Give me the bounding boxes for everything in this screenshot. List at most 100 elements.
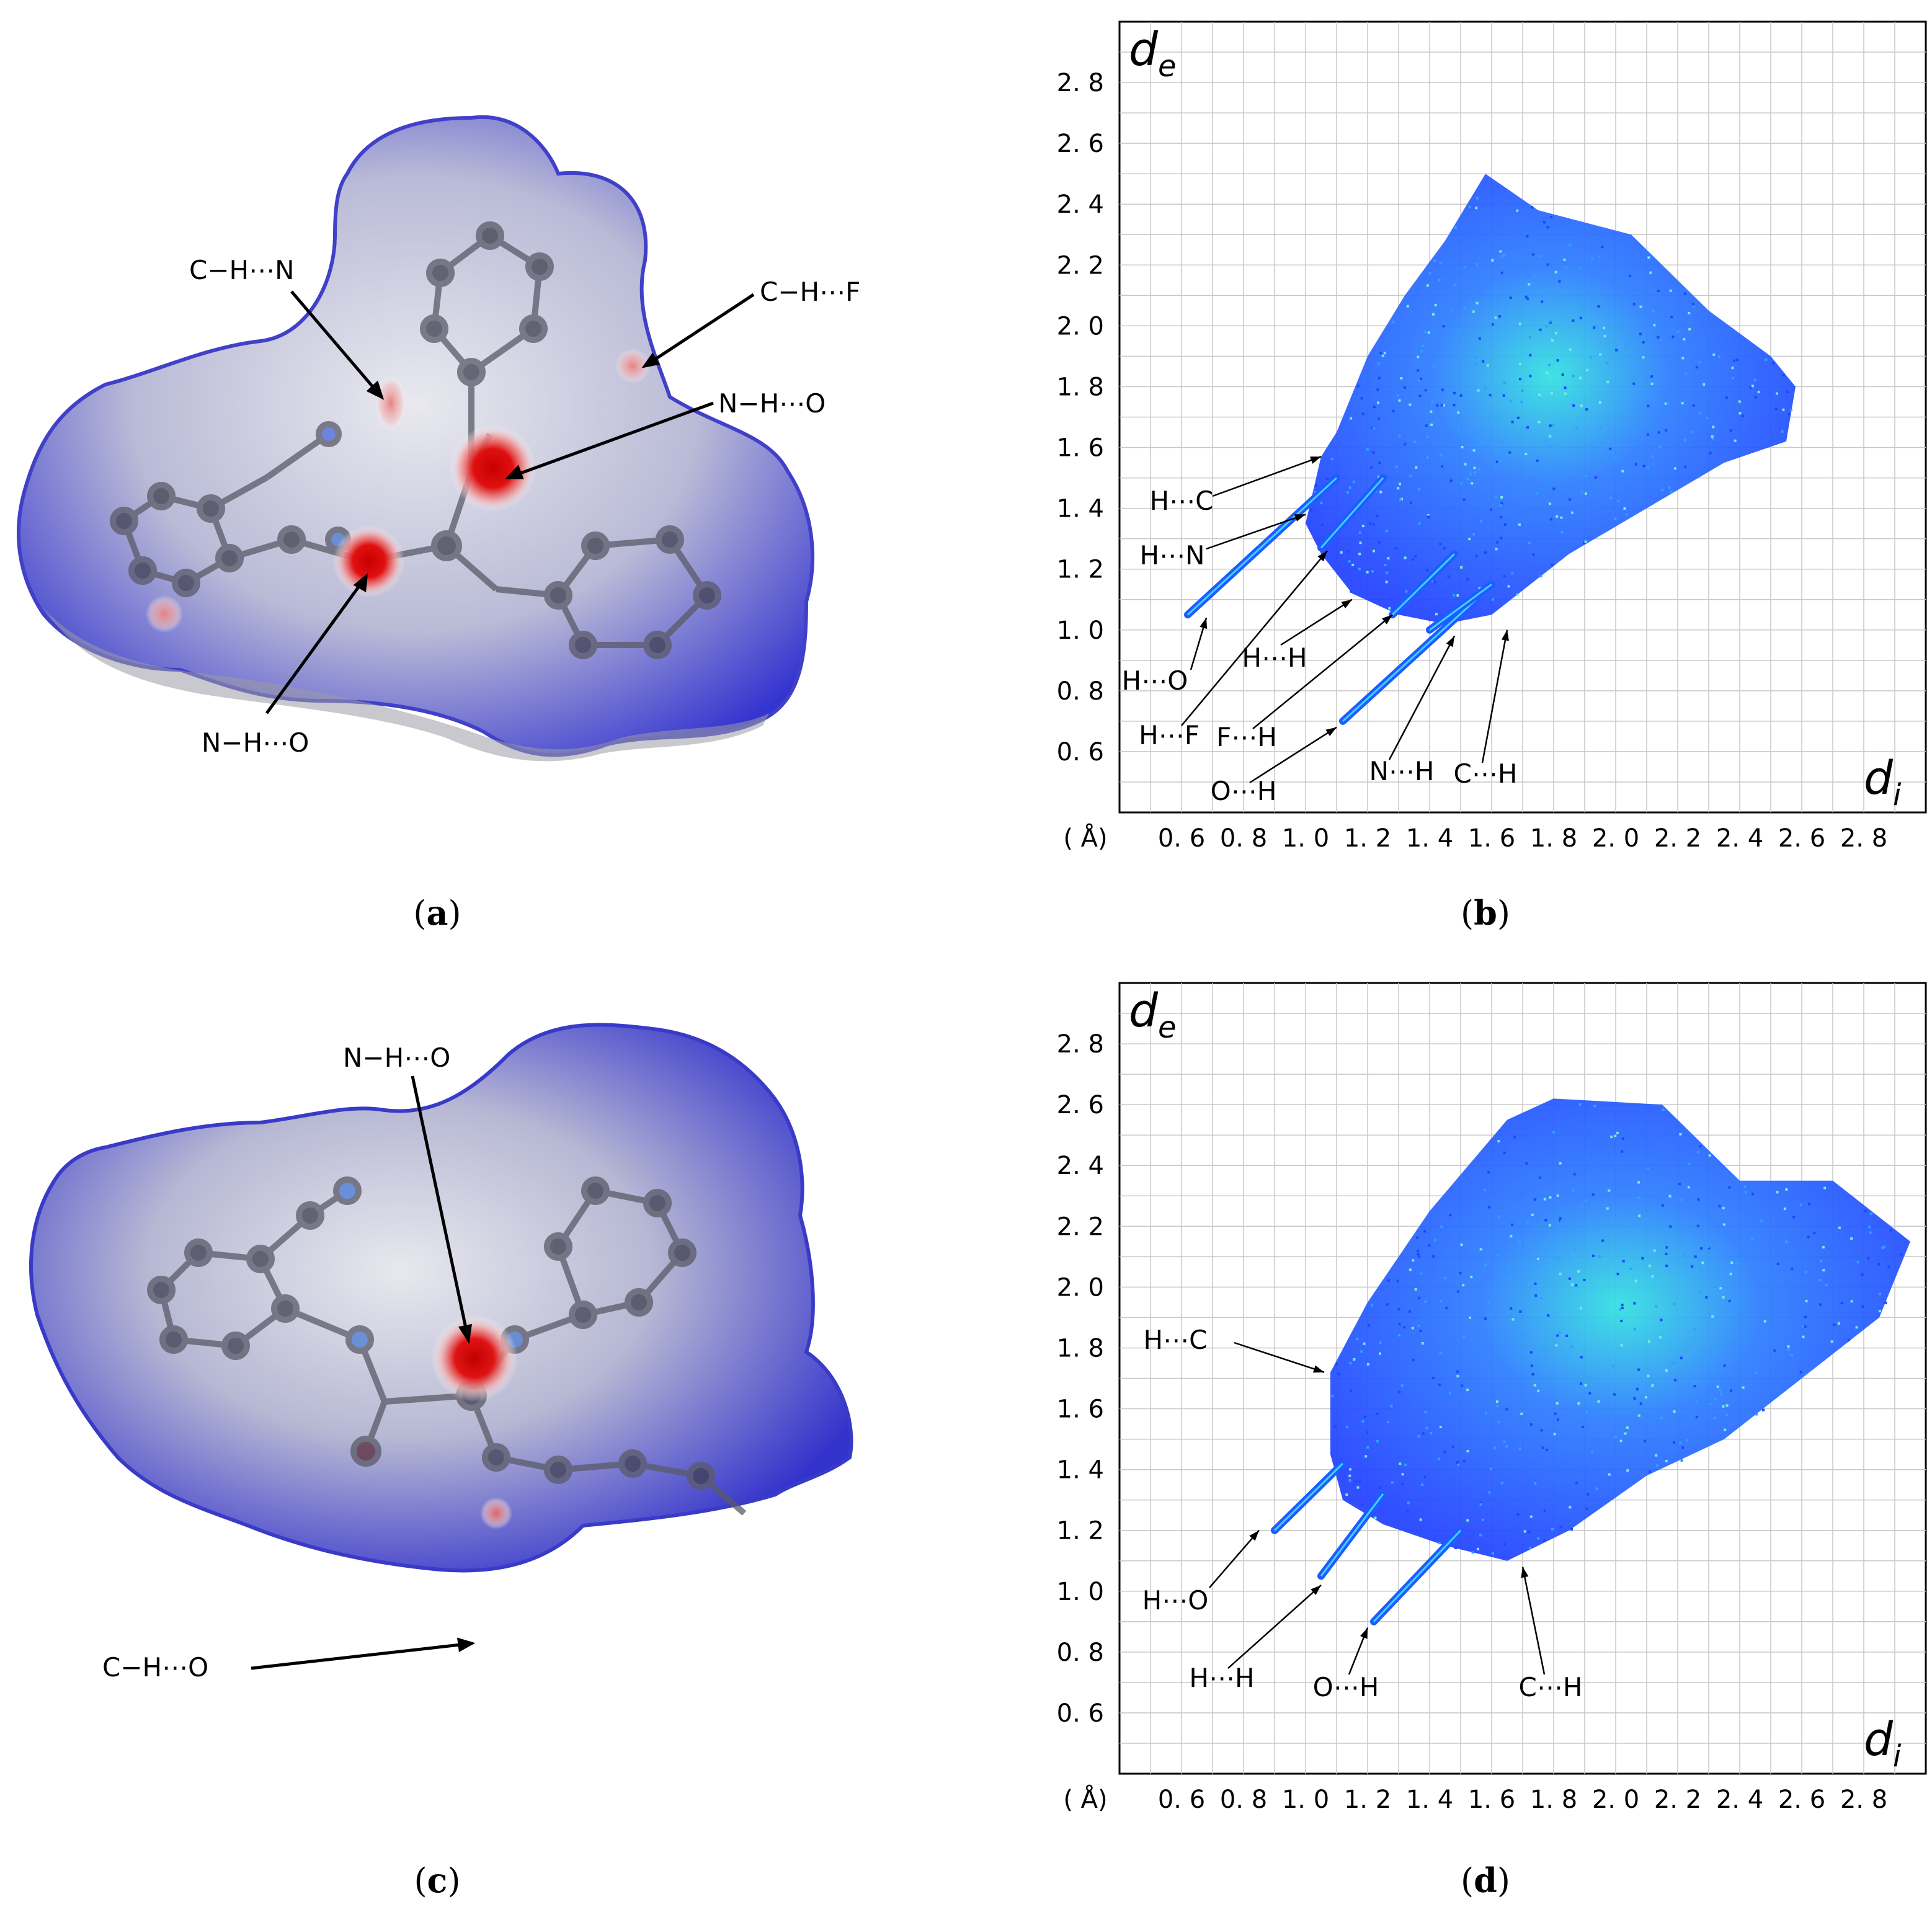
spike-core-0 [1273,1462,1344,1531]
annotation-label: H⋯C [1144,1325,1208,1355]
annotation-label: H⋯C [1150,486,1214,516]
y-tick-label: 2. 2 [1057,251,1104,280]
annotation-label: H⋯O [1122,665,1188,696]
label-cho-c: C−H⋯O [102,1652,208,1683]
label-chn: C−H⋯N [189,255,295,285]
fingerprint-cloud [1330,1098,1910,1561]
y-tick-label: 2. 6 [1057,130,1104,158]
contact-spot-chn [375,375,406,431]
unit-label: ( Å) [1063,823,1107,853]
annotation-label: O⋯H [1313,1672,1379,1702]
caption-c: (c) [414,1861,461,1900]
y-tick-label: 0. 8 [1057,1639,1104,1667]
spike-core-4 [1429,584,1492,631]
annotation-label: F⋯H [1216,722,1277,752]
x-tick-label: 2. 8 [1840,824,1887,853]
spike-core-3 [1391,553,1456,616]
x-tick-label: 2. 6 [1778,824,1825,853]
spike-core-1 [1342,598,1477,722]
x-tick-label: 2. 4 [1716,824,1763,853]
y-tick-label: 1. 4 [1057,495,1104,523]
caption-d: (d) [1461,1861,1510,1900]
y-tick-label: 0. 6 [1057,1699,1104,1728]
x-tick-label: 1. 2 [1344,1785,1391,1814]
y-tick-label: 1. 0 [1057,616,1104,645]
annotation-label: H⋯F [1139,720,1200,750]
annotation-label: O⋯H [1211,776,1277,806]
x-tick-label: 1. 0 [1282,824,1329,853]
panel-a: C−H⋯N C−H⋯F N−H⋯O N−H⋯O [0,0,930,881]
y-tick-label: 2. 4 [1057,190,1104,219]
y-axis-name: de [1129,984,1177,1045]
x-tick-label: 1. 6 [1468,824,1515,853]
fingerprint-points [1310,197,1792,616]
y-tick-label: 1. 0 [1057,1578,1104,1606]
surface-body-c [29,1023,853,1573]
spike-core-2 [1373,1529,1462,1622]
spike-core-1 [1320,1493,1384,1577]
x-tick-label: 2. 6 [1778,1785,1825,1814]
fingerprint-points [1331,1103,1903,1555]
annotations: H⋯C H⋯N H⋯O H⋯H H⋯F F⋯H O⋯H N⋯H C⋯H [1122,456,1518,806]
x-tick-label: 1. 4 [1406,824,1453,853]
x-tick-label: 2. 0 [1592,1785,1639,1814]
label-nho-lower: N−H⋯O [202,727,309,758]
annotation-label: H⋯N [1140,540,1205,571]
y-tick-label: 1. 2 [1057,1517,1104,1545]
annotation-arrows-a [265,290,755,714]
y-tick-label: 2. 8 [1057,1030,1104,1059]
hirshfeld-surface-c: N−H⋯O C−H⋯O [29,1023,853,1683]
panel-d: 0. 6 0. 8 1. 0 1. 2 1. 4 1. 6 1. 8 2. 0 2. 2 2. 4… [992,961,1932,1842]
x-tick-label: 0. 6 [1158,824,1205,853]
x-tick-label: 1. 8 [1530,1785,1577,1814]
caption-a: (a) [413,893,461,933]
y-tick-label: 1. 2 [1057,556,1104,584]
y-tick-label: 2. 4 [1057,1152,1104,1180]
y-tick-label: 2. 0 [1057,312,1104,340]
label-nho-c: N−H⋯O [343,1043,450,1073]
contact-spot-chf [615,349,650,383]
x-tick-label: 2. 0 [1592,824,1639,853]
surface-body [17,115,814,757]
caption-b: (b) [1461,893,1510,933]
annotation-label: H⋯O [1142,1585,1209,1616]
label-chf: C−H⋯F [760,277,860,307]
annotation-label: H⋯H [1242,643,1307,673]
y-tick-label: 2. 6 [1057,1091,1104,1119]
x-tick-label: 2. 4 [1716,1785,1763,1814]
fingerprint-plot-b: 0. 6 0. 8 1. 0 1. 2 1. 4 1. 6 1. 8 2. 0 2. 2 2. 4… [1057,20,1927,853]
y-tick-label: 1. 4 [1057,1456,1104,1485]
y-tick-label: 1. 8 [1057,373,1104,401]
y-tick-label: 2. 8 [1057,69,1104,97]
x-tick-label: 2. 2 [1654,1785,1701,1814]
label-nho-upper: N−H⋯O [718,388,826,419]
y-tick-label: 1. 8 [1057,1334,1104,1363]
annotation-label: C⋯H [1454,758,1518,789]
x-tick-label: 1. 0 [1282,1785,1329,1814]
unit-label: ( Å) [1063,1784,1107,1814]
hirshfeld-surface-a: C−H⋯N C−H⋯F N−H⋯O N−H⋯O [17,115,860,762]
y-axis-name: de [1129,23,1177,84]
contact-spot-nho-upper [450,425,536,512]
y-tick-label: 2. 0 [1057,1273,1104,1302]
contact-spot-lower-left [146,595,183,633]
panel-c: N−H⋯O C−H⋯O [0,967,930,1836]
fingerprint-plot-d: 0. 6 0. 8 1. 0 1. 2 1. 4 1. 6 1. 8 2. 0 2. 2 2. 4… [1057,982,1927,1814]
annotation-label: H⋯H [1189,1663,1254,1693]
y-tick-label: 1. 6 [1057,434,1104,463]
x-tick-label: 0. 8 [1220,824,1267,853]
x-tick-label: 1. 4 [1406,1785,1453,1814]
y-tick-label: 2. 2 [1057,1212,1104,1241]
y-tick-label: 0. 6 [1057,738,1104,767]
x-axis-name: di [1864,752,1902,812]
contact-spot-nho-c [431,1315,518,1402]
x-tick-label: 1. 6 [1468,1785,1515,1814]
x-tick-label: 2. 2 [1654,824,1701,853]
x-tick-label: 0. 8 [1220,1785,1267,1814]
x-tick-label: 2. 8 [1840,1785,1887,1814]
spike-core-2 [1320,477,1384,549]
annotation-label: N⋯H [1369,756,1435,786]
contact-spot-nho-lower [333,525,405,597]
contact-spot-cho-c [480,1497,512,1529]
x-tick-label: 1. 8 [1530,824,1577,853]
